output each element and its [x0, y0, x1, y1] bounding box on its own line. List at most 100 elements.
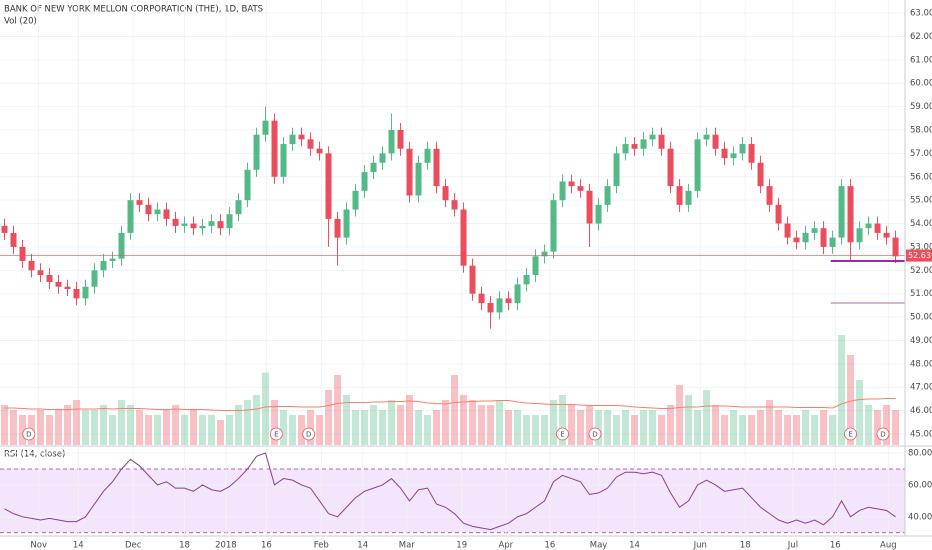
x-tick-label: 16	[545, 541, 556, 550]
candle-body	[424, 148, 431, 163]
volume-bar	[892, 410, 900, 445]
volume-bar	[433, 410, 441, 445]
volume-bar	[667, 405, 675, 445]
candle-body	[838, 186, 845, 238]
candle-body	[775, 204, 782, 224]
candle-body	[640, 139, 647, 149]
volume-bar	[424, 415, 432, 445]
candle-body	[514, 284, 521, 304]
candle-body	[676, 186, 683, 205]
candle-body	[847, 186, 854, 243]
candle-body	[19, 246, 26, 261]
volume-bar	[55, 410, 63, 445]
candle-body	[496, 298, 503, 313]
x-tick-label: Jun	[693, 541, 707, 550]
candle-body	[793, 237, 800, 243]
y-tick-label: 54.00	[910, 219, 932, 229]
candle-body	[613, 153, 620, 187]
volume-bar	[613, 415, 621, 445]
volume-bar	[190, 410, 198, 445]
candle-body	[712, 134, 719, 149]
volume-bar	[118, 400, 126, 445]
volume-bar	[730, 410, 738, 445]
last-price-tag	[906, 249, 932, 262]
candle-body	[478, 293, 485, 304]
x-tick-label: 18	[179, 541, 190, 550]
candle-body	[829, 237, 836, 247]
volume-bar	[262, 372, 270, 445]
y-tick-label: 52.00	[910, 266, 932, 276]
y-tick-label: 62.00	[910, 32, 932, 42]
volume-bar	[559, 395, 567, 445]
volume-bar	[442, 400, 450, 445]
volume-bar	[586, 405, 594, 445]
candle-body	[307, 139, 314, 149]
candle-body	[28, 260, 35, 271]
candle-body	[316, 148, 323, 154]
candle-body	[64, 286, 71, 290]
y-tick-label: 49.00	[910, 336, 932, 346]
candle-body	[631, 144, 638, 149]
y-tick-label: 58.00	[910, 126, 932, 136]
volume-bar	[298, 415, 306, 445]
candle-body	[109, 258, 116, 261]
volume-bar	[451, 375, 459, 445]
candle-body	[469, 265, 476, 294]
candle-body	[361, 172, 368, 191]
volume-bar	[334, 375, 342, 445]
volume-bar	[505, 410, 513, 445]
volume-bar	[739, 415, 747, 445]
rsi-tick-label: 80.0000	[908, 449, 932, 459]
candle-body	[190, 223, 197, 229]
volume-bar	[37, 410, 45, 445]
volume-bar	[379, 410, 387, 445]
volume-bar	[883, 405, 891, 445]
candle-body	[559, 181, 566, 201]
volume-bar	[568, 405, 576, 445]
candle-body	[226, 214, 233, 229]
volume-bar	[577, 410, 585, 445]
volume-bar	[640, 410, 648, 445]
volume-bar	[523, 415, 531, 445]
candle-body	[667, 148, 674, 187]
volume-bar	[856, 380, 864, 445]
candle-body	[118, 232, 125, 259]
x-tick-label: Aug	[880, 541, 897, 550]
volume-bar	[874, 410, 882, 445]
candle-body	[892, 237, 899, 257]
x-tick-label: 19	[456, 541, 467, 550]
candle-body	[856, 228, 863, 243]
candle-body	[550, 200, 557, 252]
candle-body	[280, 144, 287, 177]
volume-bar	[127, 405, 135, 445]
candle-body	[253, 134, 260, 170]
volume-title: Vol (20)	[4, 17, 37, 27]
volume-bar	[721, 415, 729, 445]
event-marker	[588, 427, 602, 441]
candle-body	[532, 256, 539, 275]
candle-body	[388, 130, 395, 154]
candle-body	[199, 225, 206, 229]
volume-bar	[235, 405, 243, 445]
x-tick-label: 16	[830, 541, 841, 550]
candle-body	[271, 120, 278, 177]
volume-bar	[703, 390, 711, 445]
x-tick-label: 14	[73, 541, 84, 550]
candle-body	[343, 209, 350, 238]
candle-body	[136, 200, 143, 205]
candle-body	[442, 186, 449, 201]
volume-bar	[775, 410, 783, 445]
volume-bar	[100, 405, 108, 445]
volume-bar	[820, 410, 828, 445]
candle-body	[289, 134, 296, 145]
candle-body	[784, 223, 791, 238]
candle-body	[91, 270, 98, 287]
volume-bar	[649, 410, 657, 445]
volume-bar	[658, 415, 666, 445]
volume-bar	[622, 410, 630, 445]
candle-body	[172, 218, 179, 226]
y-tick-label: 51.00	[910, 289, 932, 299]
volume-bar	[136, 410, 144, 445]
volume-bar	[766, 400, 774, 445]
candle-body	[235, 200, 242, 215]
